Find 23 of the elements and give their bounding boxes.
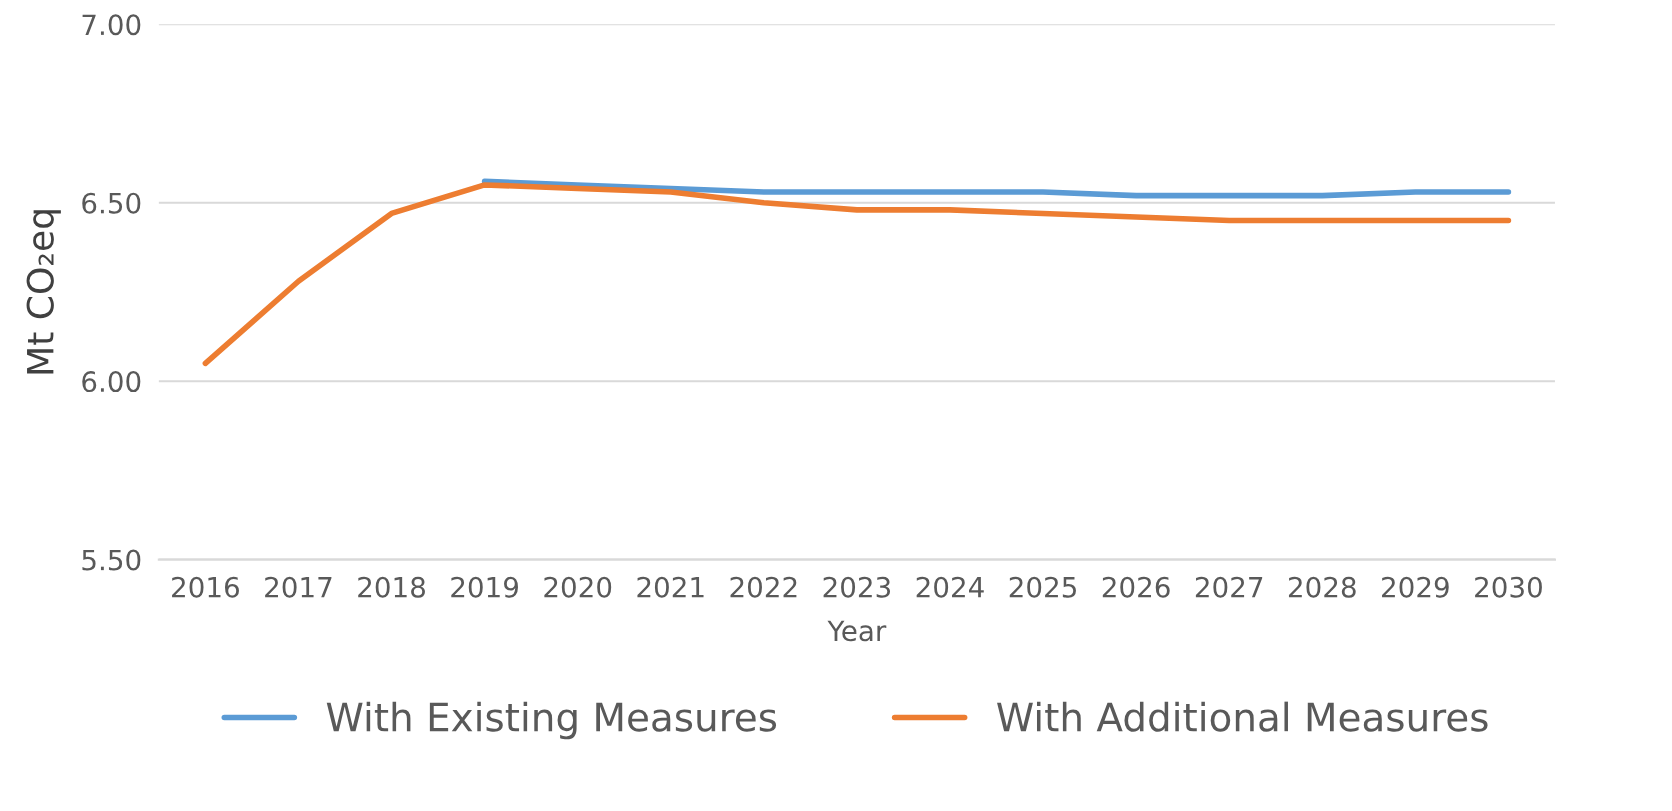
x-tick-label: 2026	[1102, 576, 1170, 598]
x-tick-label: 2030	[1475, 576, 1542, 598]
y-tick-label: 6.00	[82, 371, 141, 393]
x-tick-label: 2025	[1009, 576, 1076, 598]
x-tick-label: 2024	[916, 576, 984, 598]
y-tick-label: 7.00	[82, 14, 141, 36]
legend-label: With Additional Measures	[997, 701, 1488, 732]
x-tick-label: 2023	[823, 576, 891, 598]
x-tick-label: 2016	[172, 576, 239, 598]
x-tick-label: 2018	[358, 576, 425, 598]
y-axis-title: Mt CO₂eq	[26, 210, 61, 374]
x-tick-label: 2022	[730, 576, 797, 598]
x-tick-label: 2020	[544, 576, 612, 598]
x-tick-label: 2021	[637, 576, 704, 598]
x-tick-label: 2027	[1195, 576, 1263, 598]
x-tick-label: 2019	[451, 576, 518, 598]
x-tick-label: 2017	[265, 576, 332, 598]
x-tick-label: 2029	[1382, 576, 1449, 598]
x-axis-title: Year	[827, 620, 887, 642]
y-tick-label: 6.50	[82, 192, 141, 214]
x-tick-label: 2028	[1288, 576, 1356, 598]
y-tick-label: 5.50	[82, 549, 141, 571]
legend-label: With Existing Measures	[326, 701, 777, 740]
